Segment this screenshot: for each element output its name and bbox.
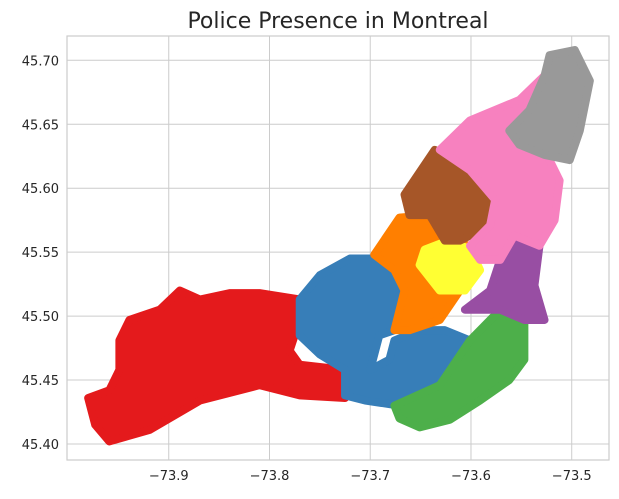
- plot-area: [84, 46, 594, 446]
- x-tick-label: −73.6: [451, 469, 491, 484]
- x-tick-label: −73.5: [552, 469, 592, 484]
- district-region: [460, 231, 549, 324]
- x-tick-label: −73.7: [350, 469, 390, 484]
- axes-frame: [66, 35, 610, 461]
- tick-labels: −73.9 −73.8 −73.7 −73.6 −73.5 45.40 45.45 45.50…: [22, 54, 592, 484]
- district-region: [390, 305, 529, 432]
- y-tick-label: 45.70: [22, 54, 59, 69]
- y-tick-label: 45.60: [22, 182, 59, 197]
- chart-title: Police Presence in Montreal: [187, 9, 488, 34]
- y-tick-label: 45.50: [22, 310, 59, 325]
- y-tick-label: 45.40: [22, 438, 59, 453]
- district-region: [505, 46, 594, 165]
- y-tick-label: 45.65: [22, 118, 59, 133]
- x-tick-label: −73.8: [250, 469, 290, 484]
- y-tick-label: 45.55: [22, 246, 59, 261]
- y-tick-label: 45.45: [22, 374, 59, 389]
- x-tick-label: −73.9: [149, 469, 189, 484]
